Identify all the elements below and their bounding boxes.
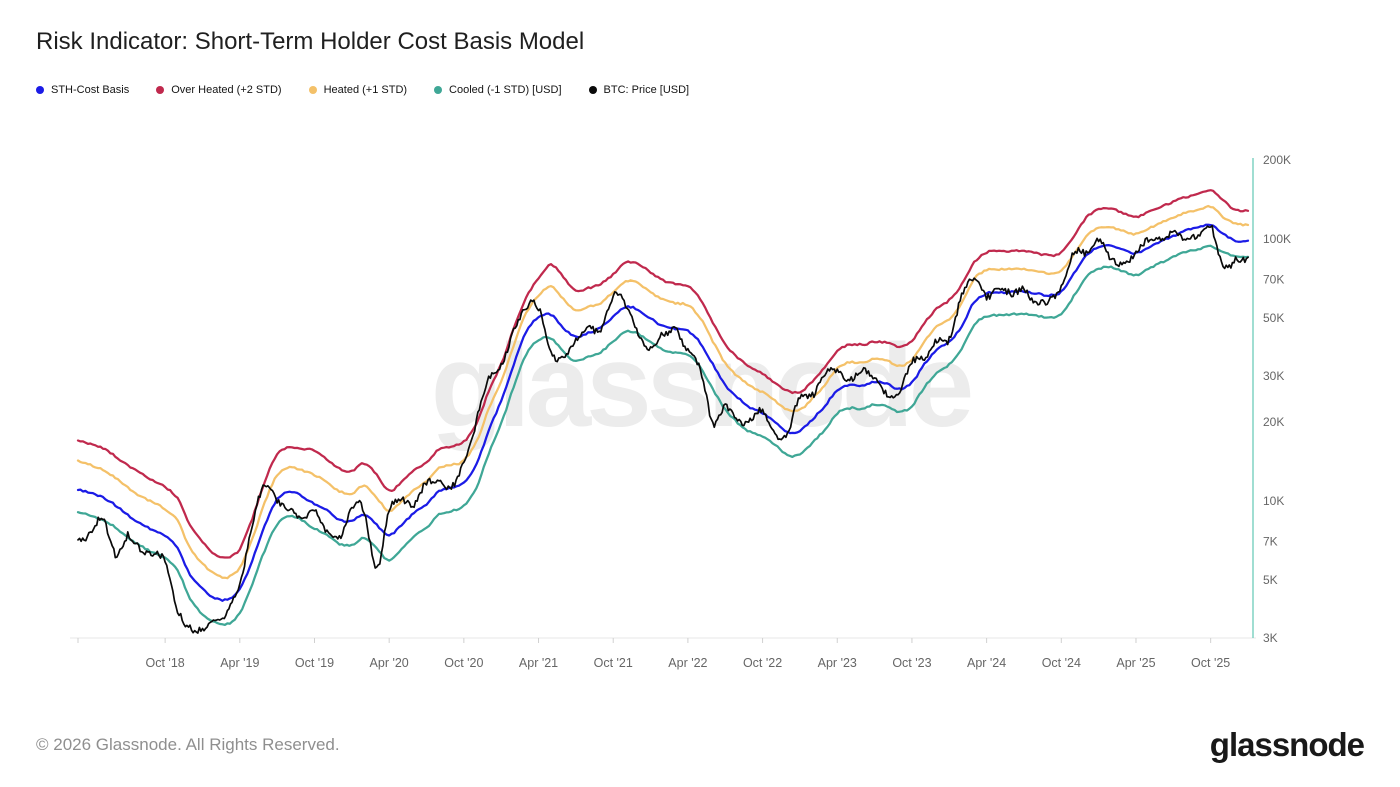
x-axis-tick-label: Oct '24 bbox=[1042, 656, 1081, 670]
y-axis-tick-label: 5K bbox=[1263, 573, 1278, 587]
legend-dot-icon bbox=[588, 86, 597, 94]
legend-item-sth-cost-basis[interactable]: STH-Cost Basis bbox=[36, 84, 129, 96]
x-axis-tick-label: Oct '23 bbox=[892, 656, 931, 670]
y-axis-tick-label: 70K bbox=[1263, 272, 1284, 286]
legend-item-btc-price-usd[interactable]: BTC: Price [USD] bbox=[588, 84, 690, 96]
y-axis-tick-label: 10K bbox=[1263, 494, 1284, 508]
legend-dot-icon bbox=[308, 86, 317, 94]
x-axis-tick-label: Apr '23 bbox=[818, 656, 857, 670]
x-axis-tick-label: Oct '20 bbox=[444, 656, 483, 670]
x-axis-tick-label: Oct '22 bbox=[743, 656, 782, 670]
legend-label: Cooled (-1 STD) [USD] bbox=[449, 84, 562, 96]
legend-label: Over Heated (+2 STD) bbox=[171, 84, 282, 96]
x-axis-tick-label: Oct '19 bbox=[295, 656, 334, 670]
y-axis-tick-label: 50K bbox=[1263, 311, 1284, 325]
series-line-btc-price-usd bbox=[77, 224, 1249, 634]
page-title: Risk Indicator: Short-Term Holder Cost B… bbox=[36, 28, 585, 55]
series-line-heated-1-std bbox=[76, 204, 1250, 580]
y-axis-tick-label: 20K bbox=[1263, 415, 1284, 429]
legend-dot-icon bbox=[156, 86, 165, 94]
y-axis-tick-label: 30K bbox=[1263, 369, 1284, 383]
glassnode-logo: glassnode bbox=[1209, 726, 1365, 763]
x-axis-tick-label: Oct '25 bbox=[1191, 656, 1230, 670]
legend-dot-icon bbox=[36, 86, 44, 94]
y-axis-tick-label: 3K bbox=[1263, 631, 1278, 645]
legend-item-heated-1-std[interactable]: Heated (+1 STD) bbox=[308, 84, 408, 96]
legend-label: Heated (+1 STD) bbox=[323, 84, 408, 96]
legend-dot-icon bbox=[434, 86, 443, 94]
legend-label: STH-Cost Basis bbox=[51, 84, 130, 96]
y-axis-tick-label: 7K bbox=[1263, 535, 1278, 549]
x-axis-tick-label: Apr '20 bbox=[370, 656, 409, 670]
chart-legend: STH-Cost Basis Over Heated (+2 STD) Heated… bbox=[36, 84, 689, 96]
copyright-text: © 2026 Glassnode. All Rights Reserved. bbox=[36, 735, 340, 754]
x-axis-tick-label: Oct '18 bbox=[146, 656, 185, 670]
x-axis-tick-label: Apr '25 bbox=[1116, 656, 1155, 670]
x-axis-tick-label: Oct '21 bbox=[594, 656, 633, 670]
x-axis-tick-label: Apr '22 bbox=[668, 656, 707, 670]
legend-item-cooled-1-std-usd[interactable]: Cooled (-1 STD) [USD] bbox=[434, 84, 562, 96]
y-axis-tick-label: 100K bbox=[1263, 232, 1291, 246]
series-line-over-heated-2-std bbox=[76, 189, 1250, 559]
legend-label: BTC: Price [USD] bbox=[603, 84, 690, 96]
x-axis-tick-label: Apr '19 bbox=[220, 656, 259, 670]
y-axis-tick-label: 200K bbox=[1263, 153, 1291, 167]
legend-item-over-heated-2-std[interactable]: Over Heated (+2 STD) bbox=[156, 84, 282, 96]
x-axis-tick-label: Apr '24 bbox=[967, 656, 1006, 670]
series-line-cooled-1-std-usd bbox=[76, 244, 1250, 627]
x-axis-tick-label: Apr '21 bbox=[519, 656, 558, 670]
